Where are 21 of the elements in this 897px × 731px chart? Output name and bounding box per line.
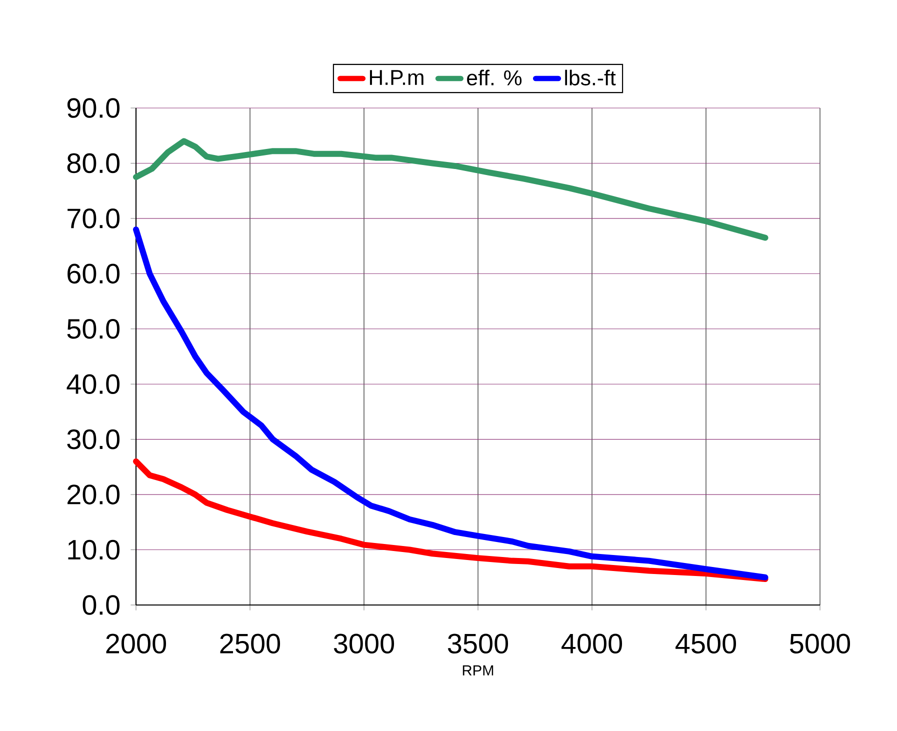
x-tick-label: 4000 [562, 634, 622, 654]
y-tick-label: 60.0 [68, 264, 120, 284]
x-axis-title: RPM [462, 665, 494, 676]
y-tick-label: 80.0 [67, 153, 120, 174]
x-tick-label: 2000 [106, 634, 166, 654]
legend-label: eff. % [467, 70, 522, 86]
y-tick-label: 70.0 [68, 208, 120, 228]
x-tick-label: 5000 [790, 634, 850, 654]
y-tick-label: 30.0 [67, 429, 120, 450]
legend-label: lbs.-ft [565, 70, 616, 86]
y-tick-label: 10.0 [68, 540, 120, 560]
x-tick-label: 4500 [676, 634, 736, 654]
y-tick-label: 20.0 [68, 484, 120, 504]
x-tick-label: 3500 [448, 634, 508, 654]
x-tick-label: 3000 [334, 634, 394, 654]
y-tick-label: 50.0 [67, 318, 120, 339]
legend-label: H.P.m [370, 70, 424, 85]
y-tick-label: 90.0 [67, 98, 120, 118]
y-tick-label: 40.0 [66, 374, 120, 394]
x-tick-label: 2500 [220, 634, 280, 654]
y-tick-label: 0.0 [82, 595, 120, 615]
